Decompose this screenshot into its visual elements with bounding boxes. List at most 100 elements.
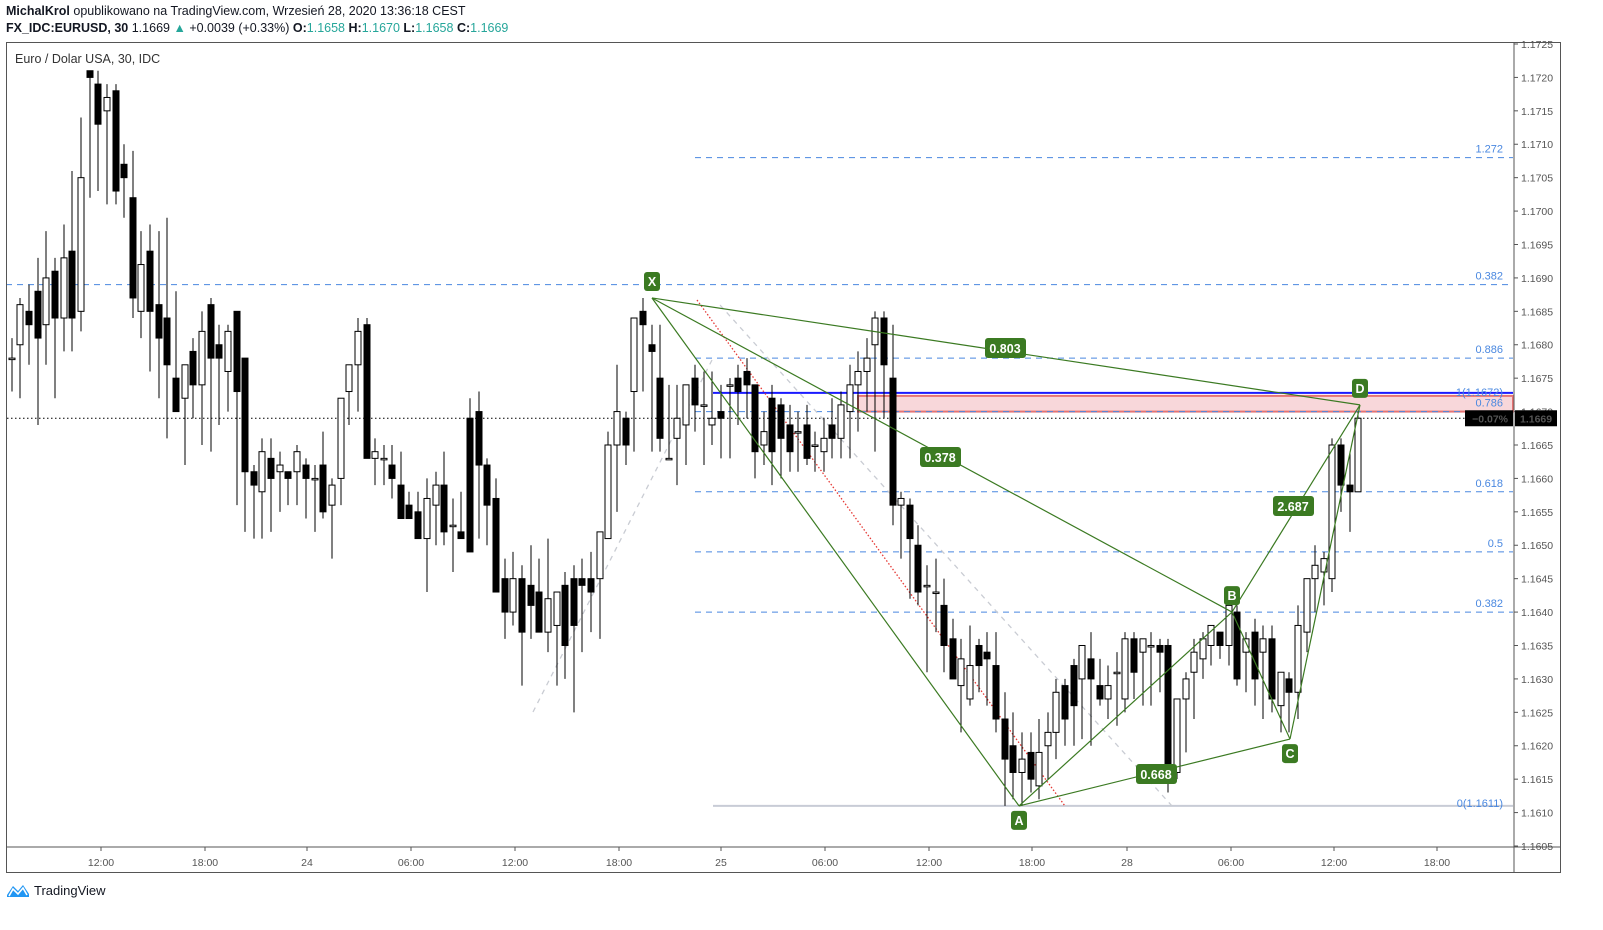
candle [77,177,85,312]
open-label: O: [292,21,307,35]
pattern-point-label: B [1227,589,1236,603]
ratio-label: 0.378 [924,451,955,465]
candle [8,357,16,361]
candle [51,270,59,319]
tradingview-footer[interactable]: TradingView [6,882,106,898]
candle [760,431,768,446]
candle [1035,751,1043,787]
ratio-badge[interactable] [1273,496,1314,516]
series-legend: Euro / Dolar USA, 30, IDC [15,52,161,66]
ratio-badge[interactable] [1136,764,1177,784]
candle [1104,685,1112,700]
pattern-point-d[interactable] [1352,378,1368,398]
ratio-label: 0.668 [1140,768,1171,782]
candle [1225,604,1233,646]
candle [527,584,535,606]
price-tick: 1.1675 [1521,373,1553,385]
candle [380,457,388,461]
candle [405,504,413,520]
price-tick: 1.1620 [1521,741,1553,753]
price-tick: 1.1690 [1521,273,1553,285]
high-value: 1.1670 [361,21,400,35]
candle [501,578,509,613]
candle [1346,484,1354,493]
candle [241,357,249,473]
candle [648,344,656,352]
time-tick: 24 [301,857,313,869]
candle [889,377,897,506]
price-tick: 1.1665 [1521,440,1553,452]
time-tick: 06:00 [1218,857,1244,869]
pattern-leg[interactable] [1231,611,1291,740]
candle [1121,638,1129,700]
candle [828,424,836,439]
candle [863,357,871,372]
tradingview-logo-icon [7,885,29,897]
price-tick: 1.1715 [1521,106,1553,118]
pattern-leg[interactable] [651,297,1020,807]
author-name[interactable]: MichalKrol [6,4,70,18]
trend-line-red[interactable] [696,299,1066,807]
time-tick: 12:00 [916,857,942,869]
candle [639,310,647,326]
candle [794,431,802,434]
candle [803,424,811,459]
pattern-point-c[interactable] [1282,744,1298,764]
low-label: L: [403,21,416,35]
candle [535,591,543,633]
candle [949,638,957,680]
candle [371,451,379,459]
candle [1087,658,1095,680]
low-value: 1.1658 [415,21,454,35]
candle [726,384,734,387]
candle [743,370,751,386]
channel-line[interactable] [719,304,1173,807]
fib-label: 0.618 [1475,478,1503,490]
candle [449,524,457,528]
candle [708,417,716,426]
harmonic-pattern[interactable]: X A B C D 0.803 0.378 0.668 2.687 [644,271,1368,830]
ratio-badge[interactable] [920,447,961,467]
change-pct-label: −0.07% [1472,413,1509,425]
candle [906,504,914,540]
candle [250,471,258,486]
candle [734,377,742,393]
price-tick: 1.1650 [1521,540,1553,552]
candle [1018,758,1026,773]
candle [1061,685,1069,720]
candle [16,304,24,346]
candle [553,591,561,626]
candle [163,317,171,366]
candle [1190,651,1198,673]
pattern-point-x[interactable] [644,271,660,291]
time-tick: 06:00 [398,857,424,869]
candle [34,290,42,339]
time-tick: 12:00 [502,857,528,869]
candle [768,397,776,453]
axes: 1.17251.17201.17151.17101.17051.17001.16… [7,39,1561,873]
price-change: +0.0039 (+0.33%) [189,21,290,35]
ratio-badge[interactable] [985,338,1026,358]
pattern-leg[interactable] [1018,611,1233,807]
candle [1113,671,1121,675]
candle [897,497,905,506]
price-tick: 1.1645 [1521,574,1553,586]
candle [777,404,785,439]
current-price-badge [1515,410,1557,427]
candle [137,264,145,312]
candle [1337,444,1345,486]
price-tick: 1.1700 [1521,206,1553,218]
pattern-leg[interactable] [1289,404,1361,740]
candle [1027,751,1035,780]
guide-lines [532,299,1173,807]
time-tick: 12:00 [1321,857,1347,869]
candle [483,464,491,506]
candle [60,257,68,319]
candle [129,197,137,299]
pattern-point-b[interactable] [1224,586,1240,606]
candle [656,377,664,439]
candle [673,417,681,439]
pattern-point-a[interactable] [1011,810,1027,830]
candle [596,531,604,580]
